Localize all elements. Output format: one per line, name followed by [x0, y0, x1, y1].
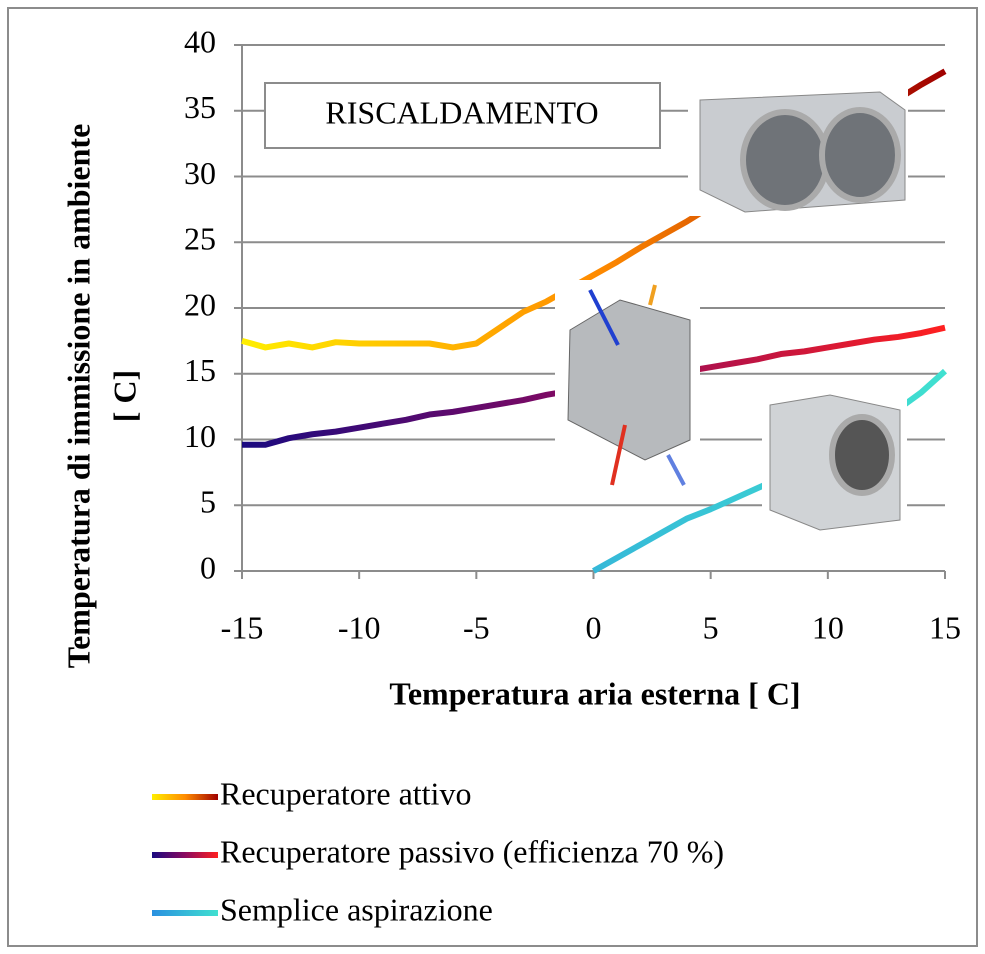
- y-tick-label: 35: [184, 89, 216, 125]
- x-tick-label: 15: [929, 609, 961, 645]
- y-tick-label: 20: [184, 286, 216, 322]
- x-tick-label: -15: [221, 609, 264, 645]
- y-axis-title: [ C]: [106, 370, 142, 422]
- y-tick-label: 15: [184, 352, 216, 388]
- device-box: [762, 385, 907, 533]
- x-tick-label: -10: [338, 609, 381, 645]
- page: {"chart_data":{"type":"line", "annotatio…: [0, 0, 985, 954]
- x-axis-title: Temperatura aria esterna [ C]: [389, 675, 800, 711]
- x-tick-label: 0: [586, 609, 602, 645]
- y-axis-title: Temperatura di immissione in ambiente: [60, 124, 96, 669]
- duct: [743, 112, 827, 208]
- annotation: RISCALDAMENTO: [325, 94, 598, 130]
- y-tick-label: 25: [184, 221, 216, 257]
- device-ahu: [688, 84, 908, 216]
- x-tick-label: -5: [463, 609, 490, 645]
- y-tick-label: 10: [184, 418, 216, 454]
- legend-label: Recuperatore attivo: [220, 775, 471, 811]
- x-tick-label: 5: [703, 609, 719, 645]
- y-tick-label: 40: [184, 23, 216, 59]
- y-tick-label: 5: [200, 484, 216, 520]
- legend-label: Recuperatore passivo (efficienza 70 %): [220, 833, 724, 869]
- legend-label: Semplice aspirazione: [220, 891, 493, 927]
- duct: [822, 110, 898, 200]
- device-exchanger: [555, 280, 700, 490]
- y-tick-label: 30: [184, 155, 216, 191]
- duct: [832, 417, 892, 493]
- chart: 0 5 10 15 20 25 30 35 40 -15 -10 -5 0 5 10 15 RISCALDAM…: [0, 0, 985, 954]
- y-tick-label: 0: [200, 549, 216, 585]
- x-tick-label: 10: [812, 609, 844, 645]
